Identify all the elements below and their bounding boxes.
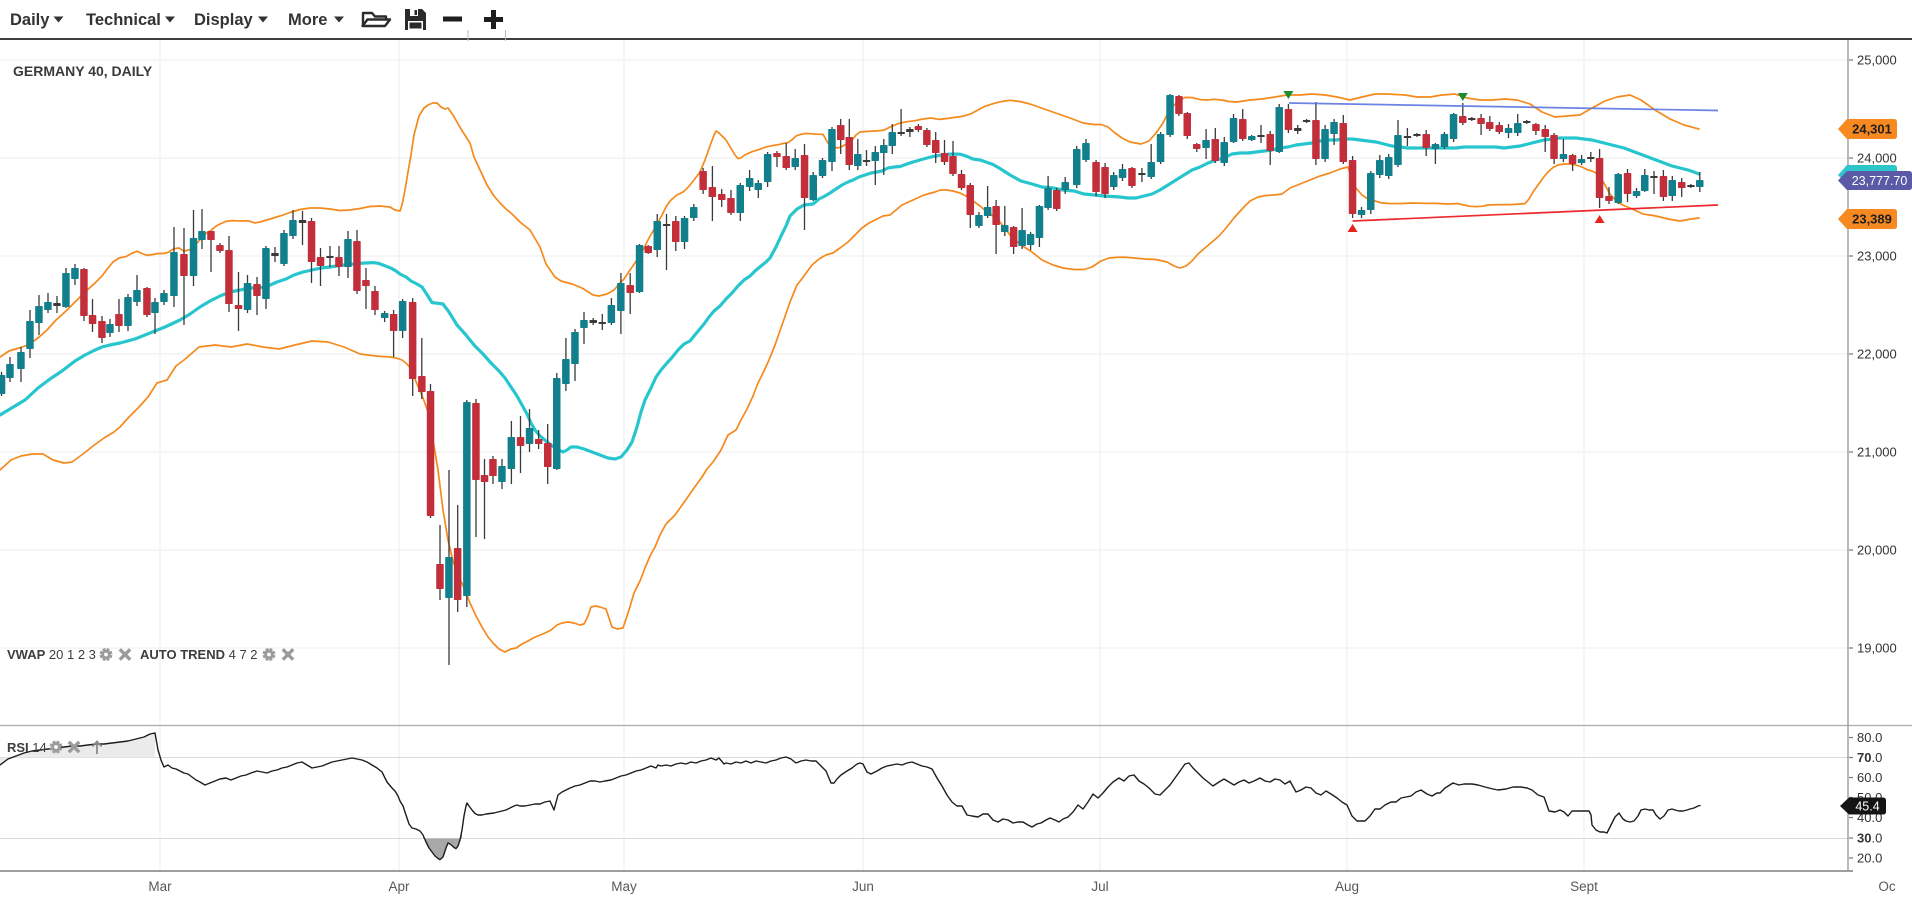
svg-text:May: May xyxy=(611,879,637,894)
svg-text:19,000: 19,000 xyxy=(1857,641,1897,656)
svg-text:21,000: 21,000 xyxy=(1857,445,1897,460)
svg-text:22,000: 22,000 xyxy=(1857,347,1897,362)
svg-text:Oc: Oc xyxy=(1878,879,1896,894)
svg-text:80.0: 80.0 xyxy=(1857,730,1882,745)
svg-text:Aug: Aug xyxy=(1335,879,1359,894)
svg-text:Jul: Jul xyxy=(1091,879,1108,894)
svg-text:70.0: 70.0 xyxy=(1857,750,1882,765)
svg-text:24,000: 24,000 xyxy=(1857,151,1897,166)
svg-text:Jun: Jun xyxy=(852,879,874,894)
svg-text:23,000: 23,000 xyxy=(1857,249,1897,264)
svg-text:45.4: 45.4 xyxy=(1855,800,1879,814)
svg-text:VWAP 20 1 2 3: VWAP 20 1 2 3 xyxy=(7,647,96,662)
svg-text:Display: Display xyxy=(194,11,254,29)
svg-text:20.0: 20.0 xyxy=(1857,851,1882,866)
svg-text:Daily: Daily xyxy=(10,11,50,29)
svg-text:More: More xyxy=(288,11,327,29)
svg-text:60.0: 60.0 xyxy=(1857,770,1882,785)
svg-text:Sept: Sept xyxy=(1570,879,1598,894)
svg-text:RSI 14: RSI 14 xyxy=(7,740,47,755)
svg-text:23,777.70: 23,777.70 xyxy=(1852,174,1908,188)
svg-text:24,301: 24,301 xyxy=(1852,122,1892,137)
svg-text:GERMANY 40, DAILY: GERMANY 40, DAILY xyxy=(13,63,153,79)
svg-text:AUTO TREND 4 7 2: AUTO TREND 4 7 2 xyxy=(140,647,258,662)
svg-text:Apr: Apr xyxy=(388,879,410,894)
svg-text:Technical: Technical xyxy=(86,11,161,29)
svg-text:20,000: 20,000 xyxy=(1857,543,1897,558)
svg-text:23,389: 23,389 xyxy=(1852,212,1892,227)
svg-text:30.0: 30.0 xyxy=(1857,831,1882,846)
svg-text:Mar: Mar xyxy=(148,879,172,894)
svg-text:25,000: 25,000 xyxy=(1857,53,1897,68)
